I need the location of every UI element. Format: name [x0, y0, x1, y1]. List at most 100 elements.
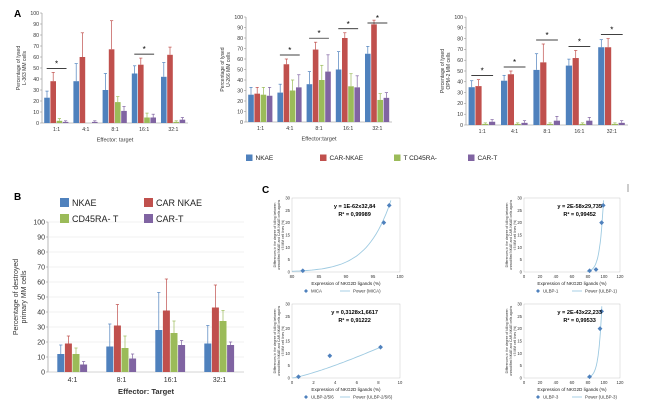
- y-tick-label: 15: [517, 233, 522, 238]
- legend-label: Power (ULBP-1): [585, 289, 618, 294]
- data-point: [300, 268, 306, 274]
- y-tick-label: 50: [237, 67, 243, 73]
- data-point: [381, 220, 387, 226]
- x-tick-label: 4:1: [82, 127, 89, 133]
- x-tick-label: 8:1: [543, 129, 550, 135]
- bar-1:1-T CD45RA-: [482, 123, 489, 125]
- bar-4:1-NKAE: [501, 80, 508, 125]
- y-tick-label: 90: [237, 25, 243, 31]
- panel-label-b: B: [14, 192, 21, 203]
- y-tick-label: 25: [285, 208, 290, 213]
- x-axis-title: Expression of NKG2D ligands (%): [537, 281, 607, 286]
- legend-point-marker: [536, 289, 540, 293]
- x-tick-label: 32:1: [372, 126, 382, 132]
- y-tick-label: 5: [520, 257, 523, 262]
- legend-label: NKAE: [72, 198, 97, 208]
- bar-32:1-NKAE: [204, 343, 212, 372]
- x-axis-title: Expression of NKG2D ligands (%): [311, 387, 381, 392]
- y-axis-title: Percentage of lysed: [220, 47, 226, 91]
- x-tick-label: 40: [554, 380, 559, 385]
- legend-label: CAR-T: [156, 214, 184, 224]
- bar-4:1-T CD45RA-: [289, 90, 296, 122]
- bar-1:1-T CD45RA-: [56, 120, 63, 123]
- y-tick-label: 20: [37, 339, 45, 346]
- legend-point-marker: [536, 395, 540, 399]
- bar-16:1-CAR-T: [354, 87, 360, 122]
- legend-label: Power (MICA): [353, 289, 381, 294]
- y-tick-label: 10: [285, 351, 290, 356]
- bar-32:1-NKAE: [598, 47, 605, 125]
- y-tick-label: 30: [517, 302, 522, 307]
- bar-16:1-NKAE: [155, 330, 163, 372]
- bar-4:1-CAR-NKAE: [79, 57, 86, 123]
- y-axis-title-line2: unmodified NKAE and CAR-NKAE cells again…: [509, 199, 513, 270]
- significance-star: *: [578, 37, 581, 46]
- x-tick-label: 0: [291, 380, 294, 385]
- legend-panel-a: NKAE CAR-NKAE T CD45RA- CAR-T: [246, 154, 498, 162]
- bar-1:1-CAR-T: [266, 95, 273, 122]
- y-tick-label: 90: [37, 234, 45, 241]
- bar-4:1-NKAE: [57, 354, 65, 372]
- x-tick-label: 4:1: [286, 126, 293, 132]
- x-tick-label: 16:1: [343, 126, 353, 132]
- bar-16:1-T CD45RA-: [144, 117, 150, 123]
- bar-4:1-CAR NKAE: [64, 343, 72, 372]
- legend-swatch: [394, 154, 401, 161]
- x-tick-label: 80: [586, 380, 591, 385]
- bar-1:1-T CD45RA-: [260, 94, 267, 122]
- significance-star: *: [143, 45, 146, 54]
- x-tick-label: 16:1: [164, 377, 178, 384]
- bar-32:1-CAR-T: [383, 97, 390, 122]
- bar-4:1-CAR-T: [80, 364, 88, 372]
- bar-32:1-CD45RA- T: [219, 321, 227, 372]
- x-tick-label: 2: [312, 380, 315, 385]
- bar-32:1-CAR-NKAE: [605, 47, 612, 125]
- bar-1:1-CAR-NKAE: [475, 86, 482, 125]
- significance-star: *: [55, 59, 58, 68]
- bar-16:1-NKAE: [565, 65, 572, 125]
- y-tick-label: 80: [37, 249, 45, 256]
- bar-16:1-CAR-T: [586, 120, 593, 125]
- bar-8:1-CAR-NKAE: [540, 62, 547, 125]
- legend-label: MICA: [311, 289, 322, 294]
- fit-r-squared: R² = 0,99989: [338, 211, 371, 218]
- fit-r-squared: R² = 0,99452: [563, 211, 596, 218]
- bar-4:1-CAR-NKAE: [283, 64, 290, 122]
- chart-a3: 0 10 20 30 40 50 60 70 80 90 100 1:1 4:1 8:1 16:1 32:1 *…: [440, 15, 628, 135]
- x-tick-label: 1:1: [479, 129, 486, 135]
- bar-4:1-NKAE: [277, 92, 283, 122]
- legend-label: ULBP-1: [543, 289, 559, 294]
- legend-label: CAR-T: [478, 155, 498, 162]
- legend-swatch: [468, 154, 475, 161]
- scatter-legend: ULBP-1 Power (ULBP-1): [536, 289, 618, 294]
- y-tick-label: 20: [517, 220, 522, 225]
- y-tick-label: 30: [237, 88, 243, 94]
- bar-32:1-CAR NKAE: [211, 307, 219, 372]
- bar-8:1-CD45RA- T: [121, 348, 129, 372]
- significance-star: *: [610, 26, 613, 35]
- x-tick-label: 60: [570, 274, 575, 279]
- y-tick-label: 0: [520, 270, 523, 275]
- fit-curve: [291, 200, 392, 272]
- bar-8:1-CAR-NKAE: [312, 49, 319, 122]
- y-tick-label: 10: [457, 112, 463, 118]
- x-axis-title: Expression of NKG2D ligands (%): [311, 281, 381, 286]
- y-tick-label: 60: [33, 55, 39, 61]
- data-point: [593, 267, 599, 272]
- x-tick-label: 10: [398, 380, 403, 385]
- y-tick-label: 20: [517, 326, 522, 331]
- y-tick-label: 50: [457, 69, 463, 75]
- y-tick-label: 20: [237, 99, 243, 105]
- bar-16:1-T CD45RA-: [579, 123, 586, 125]
- bar-16:1-CAR-T: [150, 117, 156, 123]
- bar-32:1-CAR-T: [227, 345, 235, 372]
- bar-4:1-CAR-T: [521, 122, 528, 125]
- y-tick-label: 100: [30, 11, 39, 17]
- legend-swatch: [144, 214, 153, 223]
- fit-equation: y = 0,3128x1,6617: [331, 310, 378, 316]
- significance-star: *: [376, 14, 379, 23]
- y-axis-title-line2: unmodified NKAE and CAR-NKAE cells again…: [277, 199, 281, 270]
- y-axis-title: Differences in the degree of killing bet…: [273, 309, 277, 374]
- significance-star: *: [481, 67, 484, 76]
